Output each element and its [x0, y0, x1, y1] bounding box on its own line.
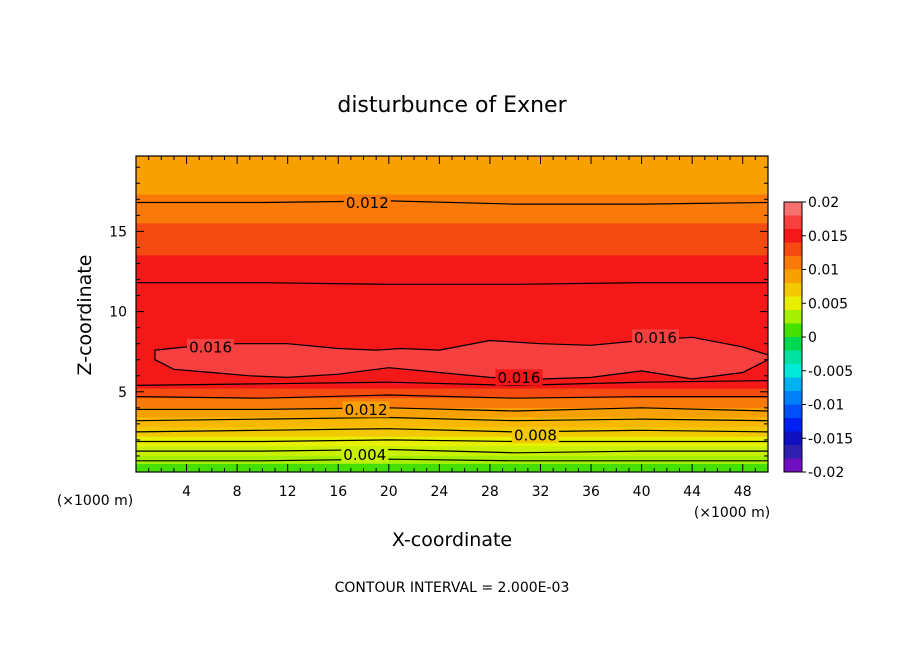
colorbar-band	[784, 242, 802, 257]
field-band	[136, 156, 768, 195]
contour-line	[136, 439, 768, 443]
x-tick-label: 40	[633, 484, 651, 500]
colorbar-band	[784, 256, 802, 270]
contour-label: 0.012	[345, 401, 388, 419]
y-tick-label: 5	[118, 385, 127, 401]
colorbar-tick-label: -0.01	[808, 398, 844, 414]
contour-line	[135, 394, 768, 399]
contour-line	[135, 380, 769, 387]
colorbar-tick-label: 0.005	[808, 296, 848, 312]
field-band	[136, 194, 768, 224]
contour-label: 0.008	[514, 427, 557, 445]
contour-line	[136, 448, 768, 454]
x-tick-label: 48	[734, 484, 752, 500]
contour-label: 0.016	[189, 338, 232, 356]
x-axis: 4 8 12 16 20 24 28 32 36 40 44 48	[148, 156, 769, 500]
colorbar-band	[784, 323, 802, 338]
colorbar-band	[784, 377, 802, 392]
colorbar-tick-label: 0.015	[808, 229, 848, 245]
contour-label: 0.012	[346, 194, 389, 212]
x-tick-label: 32	[532, 484, 550, 500]
contour-label-bg	[341, 446, 389, 463]
colorbar-band	[784, 445, 802, 459]
x-tick-label: 8	[233, 484, 242, 500]
contour-label-bg	[632, 329, 680, 346]
contour-label: 0.004	[343, 446, 386, 464]
contour-line	[136, 282, 768, 285]
x-axis-label: X-coordinate	[392, 529, 512, 551]
colorbar-tick-label: 0.02	[808, 195, 839, 211]
colorbar: 0.02 0.015 0.01 0.005 0 -0.005 -0.01 -0.015 -0.0…	[783, 195, 853, 481]
colorbar-band	[784, 458, 802, 473]
colorbar-tick-label: -0.005	[808, 364, 853, 380]
x-tick-label: 28	[481, 484, 499, 500]
field-band	[136, 398, 768, 409]
colorbar-band	[784, 283, 802, 297]
contour-label-bg	[342, 401, 390, 418]
field-band	[136, 388, 768, 399]
contour-line	[136, 458, 768, 462]
contour-label-bg	[343, 194, 391, 211]
x-unit-left: (×1000 m)	[57, 493, 133, 509]
colorbar-band	[784, 350, 802, 365]
contour-line	[136, 407, 769, 412]
colorbar-band	[784, 364, 802, 378]
contour-interval-note: CONTOUR INTERVAL = 2.000E-03	[335, 580, 570, 596]
x-tick-label: 44	[683, 484, 701, 500]
x-tick-label: 4	[182, 484, 191, 500]
plot-area: 0.012 0.016 0.016 0.016 0.012 0.008 0.004	[135, 155, 769, 473]
colorbar-band	[784, 269, 802, 284]
colorbar-band	[784, 337, 802, 351]
y-tick-label: 15	[109, 224, 127, 240]
colorbar-tick-label: -0.02	[808, 465, 844, 481]
field-band	[136, 407, 768, 418]
contour-label-bg	[511, 427, 559, 444]
colorbar-band	[784, 296, 802, 311]
colorbar-band	[784, 431, 802, 446]
colorbar-band	[784, 310, 802, 324]
field-band	[136, 436, 768, 447]
contour-label: 0.016	[498, 369, 541, 387]
colorbar-band	[784, 404, 802, 419]
x-tick-label: 20	[380, 484, 398, 500]
contour-line	[135, 416, 769, 422]
colorbar-band	[784, 418, 802, 432]
colorbar-band	[784, 215, 802, 230]
contour-line	[135, 428, 769, 433]
contour-line	[136, 200, 769, 205]
field-band	[136, 223, 768, 256]
x-tick-label: 24	[430, 484, 448, 500]
contour-label-bg	[495, 369, 543, 386]
y-tick-label: 10	[109, 305, 127, 321]
x-unit-right: (×1000 m)	[694, 505, 770, 521]
contour-label: 0.016	[634, 329, 677, 347]
colorbar-band	[784, 229, 802, 243]
y-axis-label: Z-coordinate	[74, 255, 96, 376]
x-tick-label: 36	[582, 484, 600, 500]
colorbar-tick-label: 0.01	[808, 263, 839, 279]
field-band	[136, 427, 768, 438]
chart-title: disturbunce of Exner	[337, 93, 567, 118]
colorbar-band	[784, 202, 802, 216]
field-band	[136, 417, 768, 428]
x-tick-label: 12	[279, 484, 297, 500]
x-tick-label: 16	[329, 484, 347, 500]
colorbar-band	[784, 391, 802, 405]
colorbar-tick-label: 0	[808, 330, 817, 346]
y-axis: 5 10 15	[109, 166, 768, 457]
colorbar-tick-label: -0.015	[808, 431, 853, 447]
contour-label-bg	[187, 338, 235, 355]
